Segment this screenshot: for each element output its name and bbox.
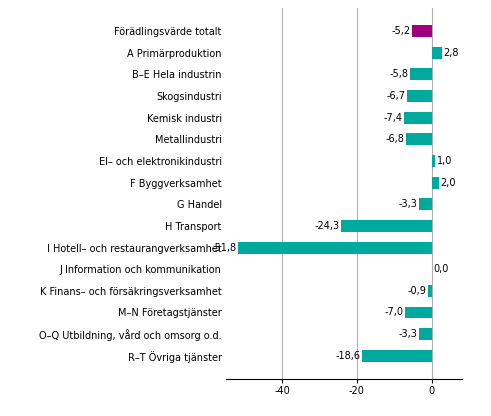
Text: -7,0: -7,0 — [385, 307, 404, 317]
Bar — [238, 242, 432, 253]
Bar — [404, 112, 432, 124]
Text: -0,9: -0,9 — [408, 286, 427, 296]
Bar — [407, 90, 432, 102]
Text: 1,0: 1,0 — [437, 156, 452, 166]
Text: 2,0: 2,0 — [440, 178, 456, 188]
Bar — [410, 69, 432, 80]
Bar — [419, 198, 432, 210]
Bar — [412, 25, 432, 37]
Text: -18,6: -18,6 — [335, 351, 360, 361]
Bar — [428, 285, 432, 297]
Text: -6,7: -6,7 — [386, 91, 405, 101]
Text: 0,0: 0,0 — [433, 264, 448, 274]
Text: -6,8: -6,8 — [386, 134, 405, 144]
Bar — [432, 177, 439, 188]
Text: -24,3: -24,3 — [314, 221, 339, 231]
Bar — [406, 134, 432, 145]
Text: -51,8: -51,8 — [211, 243, 236, 253]
Bar — [362, 350, 432, 362]
Bar — [432, 155, 436, 167]
Text: -5,8: -5,8 — [389, 69, 409, 79]
Text: -3,3: -3,3 — [399, 329, 418, 339]
Text: -7,4: -7,4 — [383, 113, 403, 123]
Bar — [432, 47, 442, 59]
Text: 2,8: 2,8 — [443, 48, 459, 58]
Text: -5,2: -5,2 — [391, 26, 410, 36]
Bar — [341, 220, 432, 232]
Bar — [406, 307, 432, 318]
Text: -3,3: -3,3 — [399, 199, 418, 209]
Bar — [419, 328, 432, 340]
